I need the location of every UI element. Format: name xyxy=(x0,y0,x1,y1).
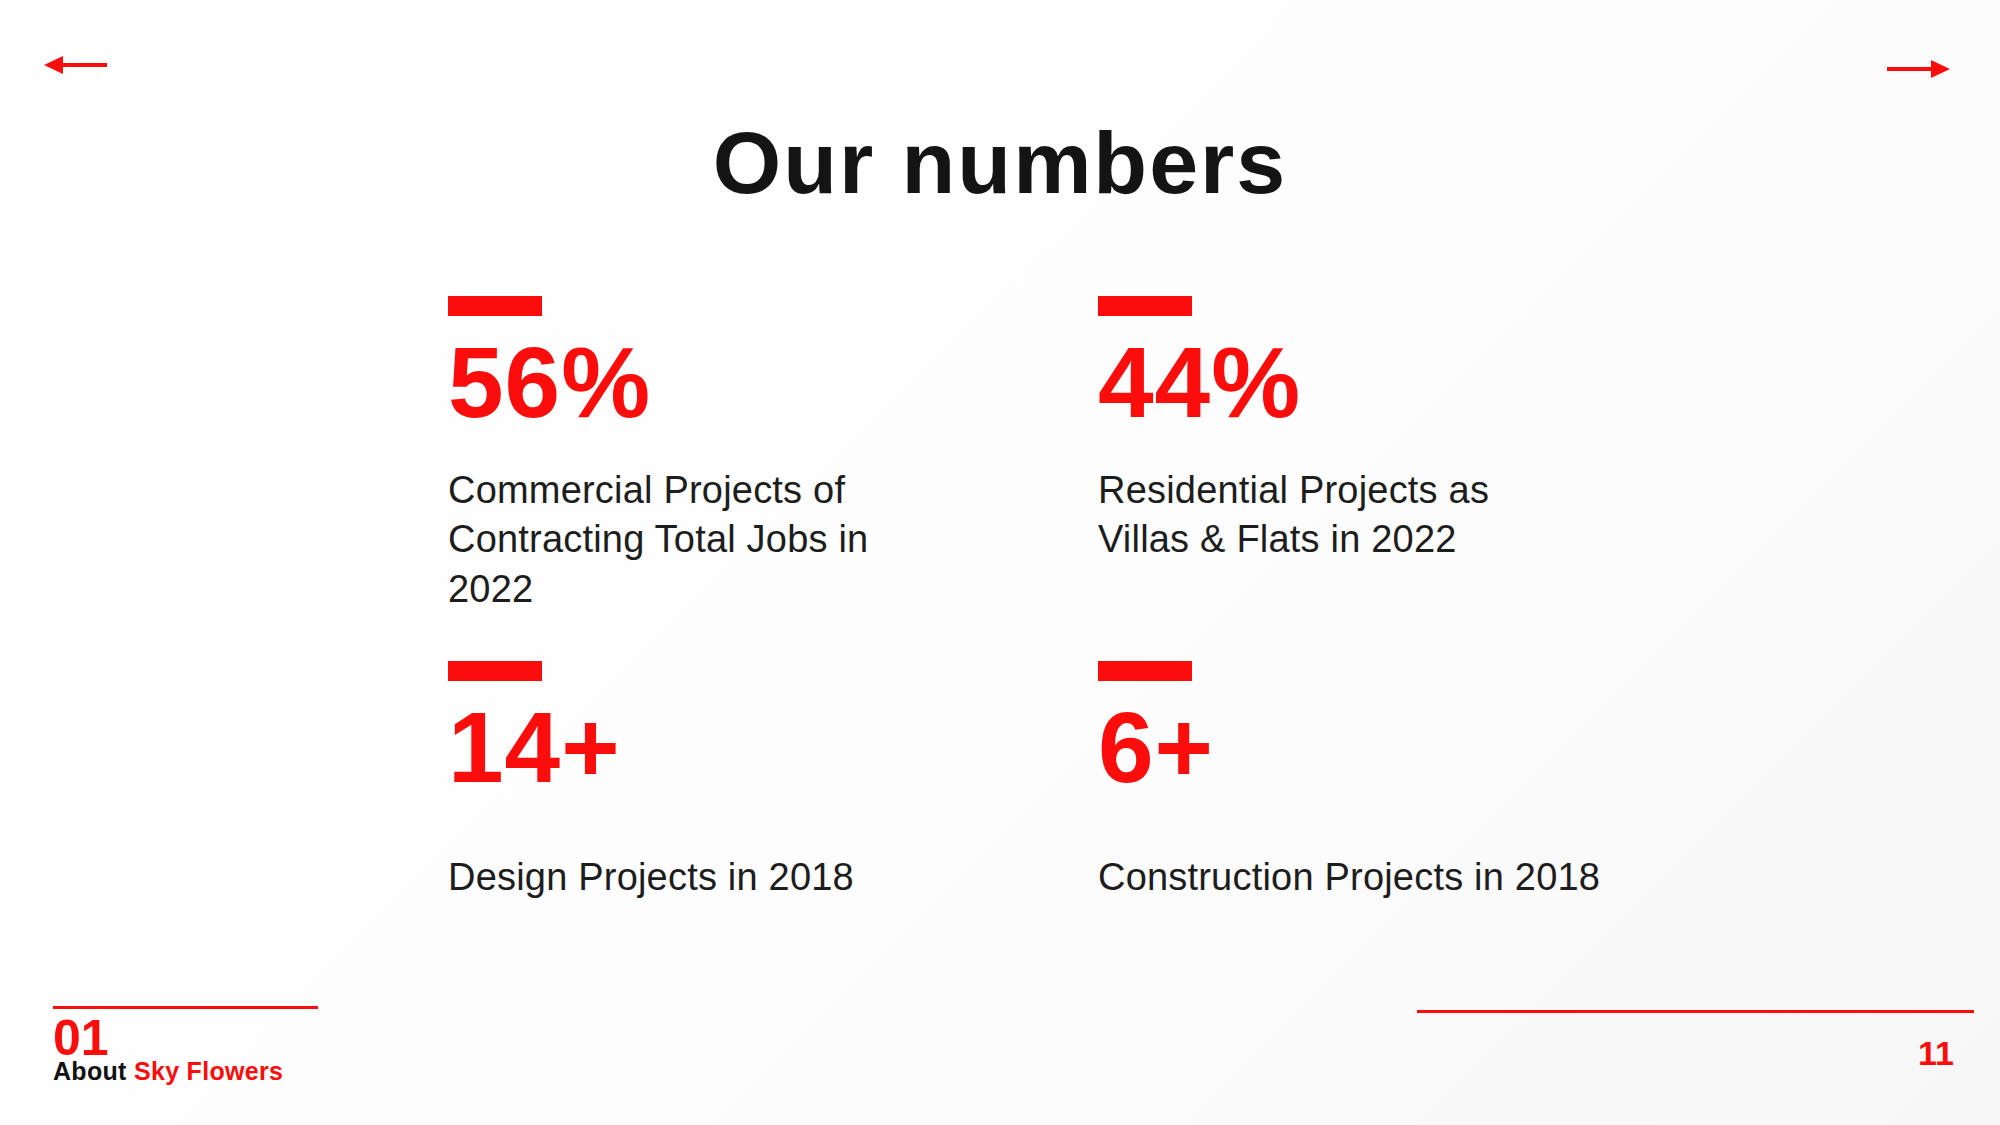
stat-card-design: 14+ Design Projects in 2018 xyxy=(448,661,1038,902)
stat-description: Commercial Projects of Contracting Total… xyxy=(448,466,1038,614)
stat-description: Residential Projects as Villas & Flats i… xyxy=(1098,466,1688,565)
stat-value: 14+ xyxy=(448,697,1038,797)
stat-description: Construction Projects in 2018 xyxy=(1098,853,1688,902)
accent-bar xyxy=(448,296,542,316)
stat-card-commercial: 56% Commercial Projects of Contracting T… xyxy=(448,296,1038,614)
stat-value: 56% xyxy=(448,332,1038,432)
next-slide-button[interactable] xyxy=(1886,56,1952,82)
stat-value: 44% xyxy=(1098,332,1688,432)
accent-bar xyxy=(448,661,542,681)
arrow-right-icon xyxy=(1886,59,1952,79)
page-number: 11 xyxy=(1918,1034,1954,1073)
slide: { "colors": { "accent": "#fb0d0b", "text… xyxy=(0,0,2000,1125)
accent-bar xyxy=(1098,661,1192,681)
stat-description: Design Projects in 2018 xyxy=(448,853,1038,902)
stat-value: 6+ xyxy=(1098,697,1688,797)
arrow-left-icon xyxy=(44,55,110,75)
stat-card-construction: 6+ Construction Projects in 2018 xyxy=(1098,661,1688,902)
footer-accent-line-right xyxy=(1417,1010,1974,1013)
stat-card-residential: 44% Residential Projects as Villas & Fla… xyxy=(1098,296,1688,565)
accent-bar xyxy=(1098,296,1192,316)
section-label-brand: Sky Flowers xyxy=(134,1057,283,1085)
section-label-about: About xyxy=(53,1057,127,1085)
section-label: About Sky Flowers xyxy=(53,1057,283,1086)
prev-slide-button[interactable] xyxy=(44,52,110,78)
slide-title: Our numbers xyxy=(0,112,2000,214)
